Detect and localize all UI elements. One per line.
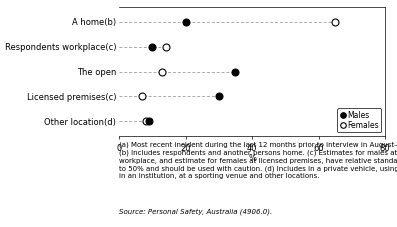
Text: Source: Personal Safety, Australia (4906.0).: Source: Personal Safety, Australia (4906… <box>119 208 272 215</box>
Text: (a) Most recent incident during the last 12 months prior to interview in August–: (a) Most recent incident during the last… <box>119 142 397 179</box>
Legend: Males, Females: Males, Females <box>337 108 381 133</box>
X-axis label: %: % <box>248 154 256 163</box>
